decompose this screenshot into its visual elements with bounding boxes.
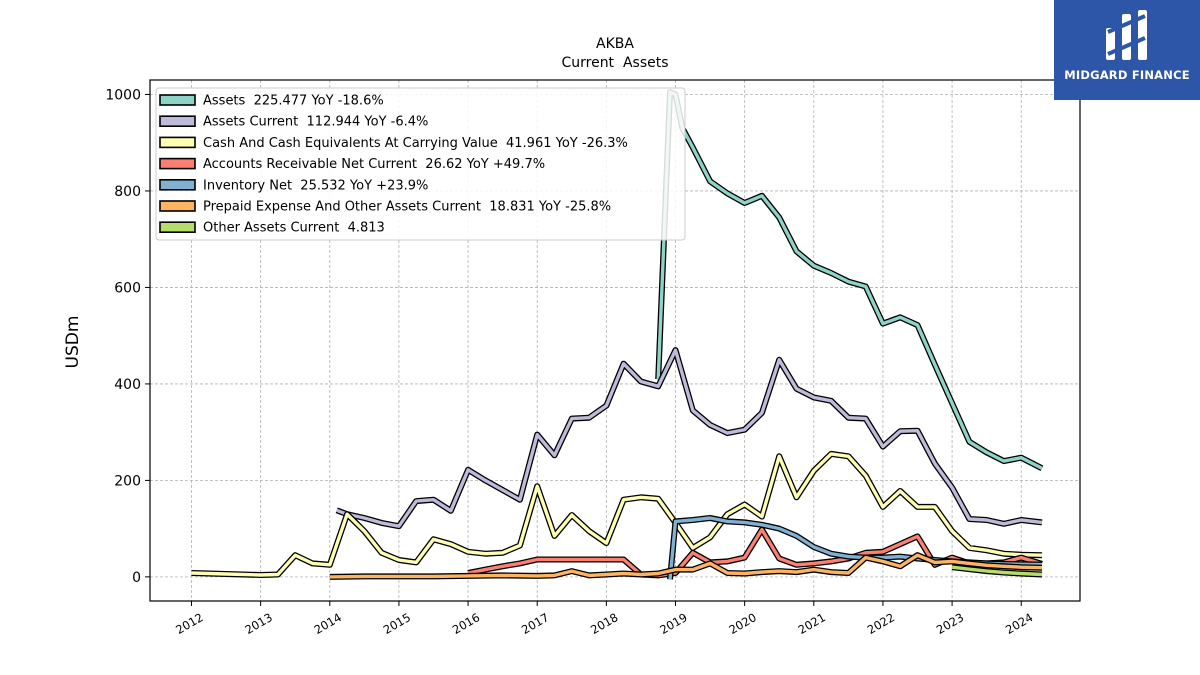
legend-item: Prepaid Expense And Other Assets Current… [159, 200, 611, 215]
series-line [336, 348, 1043, 528]
legend-label: Assets Current 112.944 YoY -6.4% [203, 115, 428, 130]
legend-swatch [159, 179, 196, 191]
legend: Assets 225.477 YoY -18.6% Assets Current … [155, 87, 686, 241]
legend-swatch [159, 115, 196, 127]
series-line-outline [655, 89, 1044, 471]
x-tick-label: 2012 [173, 610, 205, 637]
logo-text: MIDGARD FINANCE [1064, 68, 1190, 82]
legend-label: Prepaid Expense And Other Assets Current… [203, 200, 611, 215]
series-lines [191, 89, 1044, 580]
x-tick-label: 2023 [934, 610, 966, 637]
y-tick-label: 400 [114, 377, 141, 393]
legend-box [155, 87, 686, 241]
legend-swatch [159, 200, 196, 212]
x-tick-label: 2014 [312, 610, 344, 637]
legend-item: Inventory Net 25.532 YoY +23.9% [159, 178, 428, 193]
brand-logo: MIDGARD FINANCE [1054, 0, 1200, 100]
series-2 [191, 450, 1043, 578]
x-axis: 2012 2013 2014 2015 2016 2017 2018 2019 2020 2021… [173, 601, 1035, 637]
series-line [191, 452, 1043, 577]
y-tick-label: 200 [114, 473, 141, 489]
legend-swatch [159, 94, 196, 106]
x-tick-label: 2015 [381, 610, 413, 637]
y-axis: 0 200 400 600 800 1000 [105, 87, 150, 586]
legend-item: Cash And Cash Equivalents At Carrying Va… [159, 136, 628, 151]
legend-swatch [159, 221, 196, 233]
legend-label: Cash And Cash Equivalents At Carrying Va… [203, 136, 628, 151]
y-tick-label: 600 [114, 280, 141, 296]
x-tick-label: 2021 [796, 610, 828, 637]
series-line [329, 553, 1043, 579]
legend-item: Other Assets Current 4.813 [159, 221, 385, 236]
legend-label: Inventory Net 25.532 YoY +23.9% [203, 178, 428, 193]
series-6 [951, 564, 1043, 578]
y-tick-label: 800 [114, 184, 141, 200]
legend-item: Assets 225.477 YoY -18.6% [159, 94, 384, 109]
x-tick-label: 2022 [865, 610, 897, 637]
x-tick-label: 2017 [519, 610, 551, 637]
legend-swatch [159, 157, 196, 170]
series-line [656, 90, 1043, 470]
legend-label: Other Assets Current 4.813 [203, 221, 385, 236]
plot-frame [149, 79, 1081, 602]
x-tick-label: 2020 [726, 610, 758, 637]
x-tick-label: 2016 [450, 610, 482, 637]
y-axis-label: USDm [63, 316, 83, 369]
legend-label: Accounts Receivable Net Current 26.62 Yo… [203, 157, 545, 172]
y-tick-label: 1000 [105, 87, 141, 103]
series-line [951, 565, 1043, 577]
chart-subtitle: Current Assets [561, 55, 668, 71]
x-tick-label: 2019 [657, 610, 689, 637]
legend-item: Accounts Receivable Net Current 26.62 Yo… [159, 157, 545, 172]
y-tick-label: 0 [132, 570, 141, 586]
chart-title: AKBA [596, 36, 634, 52]
series-0 [655, 89, 1044, 471]
series-5 [329, 552, 1043, 580]
legend-label: Assets 225.477 YoY -18.6% [203, 94, 384, 109]
legend-swatch [159, 136, 196, 149]
series-1 [335, 347, 1043, 530]
x-tick-label: 2013 [242, 610, 274, 637]
midgard-logo-icon [1106, 10, 1147, 60]
x-tick-label: 2018 [588, 610, 620, 637]
legend-item: Assets Current 112.944 YoY -6.4% [159, 115, 428, 130]
series-line-outline [335, 347, 1043, 530]
x-tick-label: 2024 [1003, 610, 1035, 637]
